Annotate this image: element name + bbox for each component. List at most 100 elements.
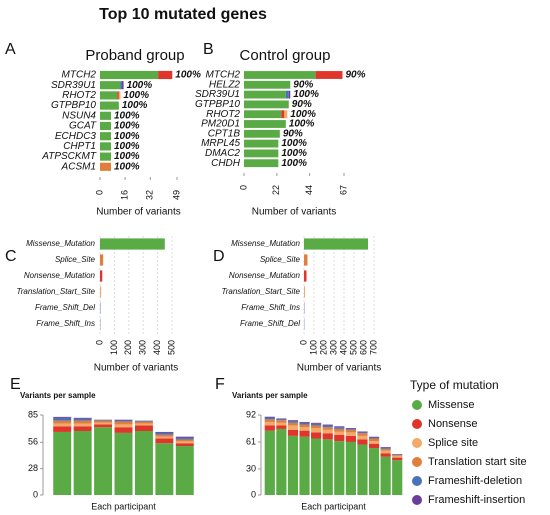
x-tick-label: 300 bbox=[328, 340, 338, 355]
panel-letter: D bbox=[213, 248, 225, 265]
gene-label: GCAT bbox=[69, 121, 97, 132]
pct-label: 90% bbox=[293, 79, 313, 90]
x-tick-label: 16 bbox=[120, 190, 130, 200]
bar-segment bbox=[299, 436, 310, 495]
x-tick-label: 400 bbox=[338, 340, 348, 355]
panel-letter: E bbox=[10, 376, 21, 393]
x-tick-label: 32 bbox=[145, 190, 155, 200]
bar-segment bbox=[114, 424, 133, 428]
bar-segment bbox=[175, 446, 194, 495]
bar-segment bbox=[368, 441, 380, 444]
bar-segment bbox=[264, 416, 275, 418]
bar-segment bbox=[53, 416, 72, 418]
bar-segment bbox=[322, 424, 333, 426]
gene-label: HELZ2 bbox=[209, 79, 241, 90]
bar-segment bbox=[357, 444, 368, 495]
bar-segment bbox=[100, 101, 119, 110]
gene-label: GTPBP10 bbox=[195, 99, 240, 110]
bar-segment bbox=[53, 417, 72, 421]
gene-label: CHDH bbox=[211, 158, 241, 169]
bar-segment bbox=[155, 434, 174, 437]
bar-segment bbox=[299, 424, 310, 428]
y-tick-label: 28 bbox=[28, 463, 38, 473]
x-tick-label: 400 bbox=[152, 340, 162, 355]
chart-subtitle: Variants per sample bbox=[20, 391, 96, 400]
bar-segment bbox=[276, 425, 287, 429]
bar-segment bbox=[276, 422, 287, 426]
bar-segment bbox=[100, 81, 121, 90]
bar-segment bbox=[155, 432, 174, 435]
legend-swatch bbox=[412, 400, 422, 410]
bar-segment bbox=[392, 455, 403, 458]
bar-segment bbox=[345, 428, 356, 430]
x-tick-label: 100 bbox=[109, 340, 119, 355]
bar-segment bbox=[244, 90, 286, 99]
bar-segment bbox=[94, 419, 113, 421]
bar-segment bbox=[244, 129, 280, 138]
bar-segment bbox=[276, 418, 287, 420]
bar-segment bbox=[334, 431, 345, 435]
bar-segment bbox=[134, 421, 153, 424]
bar-segment bbox=[299, 427, 310, 431]
pct-label: 100% bbox=[175, 70, 201, 81]
bar-segment bbox=[311, 428, 322, 433]
bar-segment bbox=[73, 426, 92, 431]
gene-label: ATPSCKMT bbox=[41, 151, 97, 162]
bar-segment bbox=[244, 110, 282, 119]
gene-label: SDR39U1 bbox=[195, 89, 240, 100]
gene-label: RHOT2 bbox=[62, 90, 96, 101]
bar-segment bbox=[322, 429, 333, 434]
gene-label: ECHDC3 bbox=[55, 131, 97, 142]
bar-segment bbox=[311, 423, 322, 426]
x-axis-label: Each participant bbox=[91, 501, 156, 511]
panel-letter: B bbox=[203, 41, 214, 58]
bar-segment bbox=[94, 424, 113, 428]
legend-swatch bbox=[412, 495, 422, 505]
bar-segment bbox=[380, 448, 391, 451]
bar-segment bbox=[322, 425, 333, 428]
bar-segment bbox=[315, 71, 343, 79]
bar-segment bbox=[392, 460, 403, 495]
bar-segment bbox=[134, 425, 153, 431]
category-label: Nonsense_Mutation bbox=[24, 271, 96, 280]
bar-segment bbox=[368, 448, 380, 495]
x-tick-label: 0 bbox=[298, 340, 308, 345]
pct-label: 100% bbox=[114, 141, 140, 152]
legend-swatch bbox=[412, 476, 422, 486]
bar-segment bbox=[322, 433, 333, 440]
pct-label: 90% bbox=[346, 70, 366, 81]
bar-segment bbox=[118, 91, 121, 100]
pct-label: 100% bbox=[281, 158, 307, 169]
category-label: Missense_Mutation bbox=[231, 239, 300, 248]
x-tick-label: 22 bbox=[271, 185, 281, 195]
x-tick-label: 0 bbox=[94, 340, 104, 345]
bar bbox=[100, 254, 104, 266]
bar-segment bbox=[299, 430, 310, 437]
y-tick-label: 85 bbox=[28, 409, 38, 419]
x-tick-label: 67 bbox=[338, 185, 348, 195]
gene-label: MTCH2 bbox=[206, 70, 241, 81]
gene-label: SDR39U1 bbox=[51, 80, 96, 91]
bar-segment bbox=[155, 443, 174, 495]
bar-segment bbox=[287, 429, 299, 436]
bar-segment bbox=[100, 142, 111, 151]
legend-label: Frameshift-insertion bbox=[428, 494, 525, 506]
bar-segment bbox=[392, 454, 403, 455]
bar-segment bbox=[100, 111, 111, 120]
bar-segment bbox=[288, 90, 291, 99]
bar-segment bbox=[53, 426, 72, 432]
panel-letter: A bbox=[5, 41, 16, 58]
y-tick-label: 0 bbox=[251, 489, 256, 499]
panel-title: Control group bbox=[240, 47, 331, 64]
pct-label: 100% bbox=[122, 100, 148, 111]
bar-segment bbox=[334, 426, 345, 428]
bar-segment bbox=[281, 110, 285, 119]
bar-segment bbox=[276, 428, 287, 495]
pct-label: 90% bbox=[292, 99, 312, 110]
x-tick-label: 44 bbox=[304, 185, 314, 195]
x-axis-label: Number of variants bbox=[96, 207, 180, 218]
legend-label: Frameshift-deletion bbox=[428, 475, 522, 487]
bar-segment bbox=[357, 435, 368, 440]
bar-segment bbox=[380, 448, 391, 449]
pct-label: 100% bbox=[114, 110, 140, 121]
